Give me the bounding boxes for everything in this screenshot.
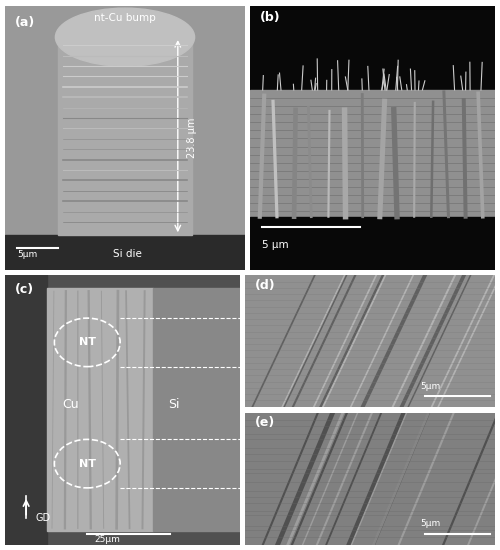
Bar [48, 288, 153, 531]
Text: GD: GD [36, 513, 51, 522]
Text: nt-Cu bump: nt-Cu bump [94, 13, 156, 24]
Text: Si die: Si die [113, 249, 142, 259]
Text: 25μm: 25μm [94, 535, 120, 544]
Text: 5μm: 5μm [420, 382, 440, 390]
Text: NT: NT [79, 337, 96, 348]
Text: 5μm: 5μm [420, 519, 440, 528]
Text: 5μm: 5μm [17, 250, 37, 259]
Text: 23.8 μm: 23.8 μm [188, 117, 198, 158]
Text: (a): (a) [14, 16, 35, 29]
Bar [5, 235, 245, 270]
Text: (c): (c) [14, 283, 34, 296]
Bar [250, 217, 495, 270]
Text: (b): (b) [260, 11, 280, 24]
Bar [5, 275, 48, 544]
Polygon shape [58, 37, 192, 235]
Ellipse shape [56, 8, 194, 66]
Text: (e): (e) [255, 416, 275, 430]
Text: Si: Si [168, 398, 180, 411]
Text: (d): (d) [255, 279, 276, 292]
Text: NT: NT [79, 459, 96, 469]
Bar [250, 90, 495, 217]
Bar [153, 288, 240, 531]
Bar [250, 6, 495, 90]
Text: Cu: Cu [62, 398, 79, 411]
Text: 5 μm: 5 μm [262, 240, 289, 250]
